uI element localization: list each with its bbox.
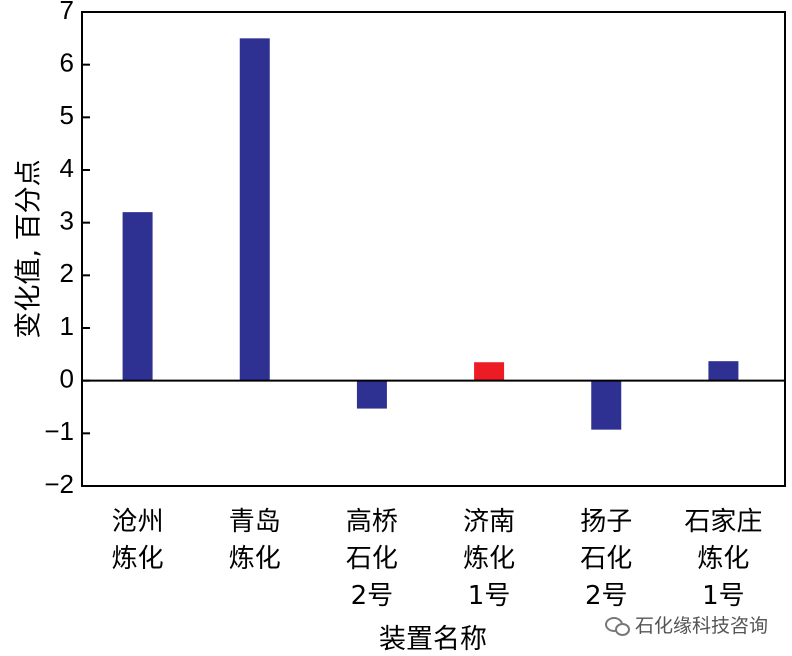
x-category-label: 石家庄 — [684, 507, 762, 537]
x-category-label: 青岛 — [229, 507, 281, 537]
bar — [239, 38, 270, 381]
y-axis-ticks: 7 6 5 4 3 2 1 0 −1 −2 — [44, 0, 90, 499]
x-category-label: 炼化 — [697, 544, 749, 574]
wechat-icon — [604, 615, 630, 636]
x-category-label: 炼化 — [229, 544, 281, 574]
y-tick-label: 1 — [60, 311, 74, 341]
y-tick-label: −1 — [44, 416, 74, 446]
watermark-text: 石化缘科技咨询 — [634, 615, 768, 637]
y-axis-title: 变化值, 百分点 — [14, 159, 45, 338]
y-tick-label: 2 — [60, 258, 74, 288]
x-category-label: 扬子 — [580, 507, 632, 537]
bar — [474, 362, 505, 381]
x-category-label: 炼化 — [463, 544, 515, 574]
x-category-label: 济南 — [463, 507, 515, 537]
x-category-label: 2号 — [585, 581, 628, 611]
x-category-label: 炼化 — [112, 544, 164, 574]
x-axis-title: 装置名称 — [379, 624, 487, 655]
plot-frame — [81, 11, 786, 487]
x-category-label: 2号 — [351, 581, 394, 611]
y-tick-label: 0 — [60, 364, 74, 394]
y-tick-label: 3 — [60, 206, 74, 236]
x-category-label: 1号 — [702, 581, 745, 611]
x-category-label: 石化 — [580, 544, 632, 574]
bar — [591, 380, 622, 430]
bar — [122, 212, 153, 381]
watermark: 石化缘科技咨询 — [604, 611, 768, 638]
x-category-label: 高桥 — [346, 507, 398, 537]
x-category-label: 石化 — [346, 544, 398, 574]
x-category-label: 1号 — [468, 581, 511, 611]
x-category-label: 沧州 — [112, 507, 164, 537]
bar — [356, 380, 387, 409]
y-tick-label: 7 — [60, 0, 74, 25]
y-tick-label: 5 — [60, 100, 74, 130]
y-tick-label: 4 — [60, 153, 74, 183]
y-tick-label: 6 — [60, 48, 74, 78]
y-tick-label: −2 — [44, 469, 74, 499]
bar — [708, 361, 739, 381]
bars-group — [122, 38, 739, 430]
